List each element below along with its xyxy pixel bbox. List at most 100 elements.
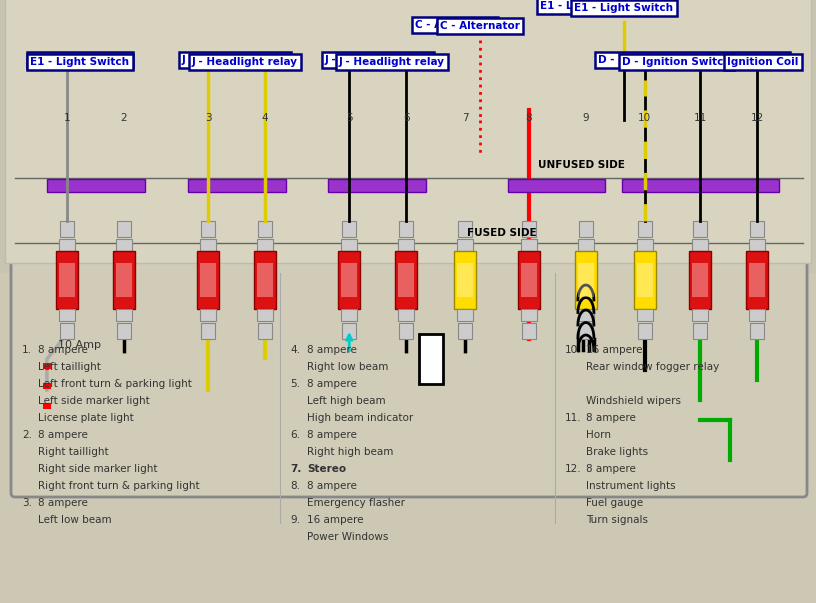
Bar — [419, 334, 443, 384]
Text: License plate light: License plate light — [38, 413, 134, 423]
Text: Emergency flasher: Emergency flasher — [307, 498, 405, 508]
FancyBboxPatch shape — [11, 249, 807, 497]
Bar — [328, 179, 426, 192]
Bar — [201, 323, 215, 339]
Text: 5: 5 — [346, 113, 353, 123]
Text: 8 ampere: 8 ampere — [586, 413, 636, 423]
Text: Left side marker light: Left side marker light — [38, 396, 150, 406]
Text: 2: 2 — [121, 113, 127, 123]
Text: Right taillight: Right taillight — [38, 447, 109, 457]
Text: 7: 7 — [462, 113, 468, 123]
Text: 9: 9 — [583, 113, 589, 123]
Text: 8 ampere: 8 ampere — [38, 498, 88, 508]
Bar — [200, 309, 216, 321]
Bar — [342, 323, 357, 339]
Bar — [60, 221, 74, 237]
Bar — [341, 309, 357, 321]
Text: Right front turn & parking light: Right front turn & parking light — [38, 481, 200, 491]
Text: J - Headlight relay: J - Headlight relay — [339, 57, 445, 67]
Bar — [399, 221, 414, 237]
Bar — [56, 251, 78, 309]
Text: Stereo: Stereo — [307, 464, 346, 474]
Bar — [60, 323, 74, 339]
Text: 3.: 3. — [22, 498, 32, 508]
Text: 8 ampere: 8 ampere — [307, 345, 357, 355]
Bar — [750, 323, 765, 339]
Text: 3: 3 — [205, 113, 211, 123]
Bar — [399, 323, 414, 339]
Text: 8 ampere: 8 ampere — [307, 430, 357, 440]
Bar — [458, 221, 472, 237]
Bar — [59, 309, 75, 321]
Bar — [634, 251, 655, 309]
Bar — [693, 221, 707, 237]
Text: 8 ampere: 8 ampere — [38, 345, 88, 355]
Text: 16 ampere: 16 ampere — [586, 345, 642, 355]
Bar — [521, 263, 537, 297]
Text: C - Alternator: C - Alternator — [415, 21, 495, 30]
Bar — [339, 251, 360, 309]
Text: D - Ignition Switch: D - Ignition Switch — [622, 57, 730, 67]
Text: C - Alternator: C - Alternator — [440, 21, 520, 31]
Bar — [578, 309, 594, 321]
Text: UNFUSED SIDE: UNFUSED SIDE — [538, 160, 625, 170]
Text: Right low beam: Right low beam — [307, 362, 388, 372]
Bar — [59, 263, 75, 297]
Text: High beam indicator: High beam indicator — [307, 413, 413, 423]
Bar — [455, 251, 476, 309]
Text: Brake lights: Brake lights — [586, 447, 648, 457]
Text: Right side marker light: Right side marker light — [38, 464, 157, 474]
Text: Horn: Horn — [586, 430, 611, 440]
Text: 8 ampere: 8 ampere — [38, 430, 88, 440]
Bar — [750, 221, 765, 237]
Bar — [636, 263, 653, 297]
Bar — [257, 239, 273, 251]
Text: Ignition Coil: Ignition Coil — [727, 57, 799, 67]
Text: 8 ampere: 8 ampere — [586, 464, 636, 474]
Bar — [749, 239, 765, 251]
Text: E1 - Light Switch: E1 - Light Switch — [574, 3, 673, 13]
Bar — [457, 309, 473, 321]
Bar — [508, 179, 605, 192]
Bar — [521, 221, 536, 237]
Text: Left taillight: Left taillight — [38, 362, 101, 372]
Text: 1: 1 — [64, 113, 70, 123]
Text: 6.: 6. — [290, 430, 300, 440]
Text: Right high beam: Right high beam — [307, 447, 393, 457]
Bar — [457, 239, 473, 251]
Text: 4: 4 — [262, 113, 268, 123]
Text: E1 - Light Switch: E1 - Light Switch — [30, 57, 130, 67]
Bar — [578, 239, 594, 251]
Bar — [521, 239, 537, 251]
Bar — [43, 403, 51, 409]
Bar — [637, 323, 652, 339]
Bar — [117, 323, 131, 339]
Text: 9.: 9. — [290, 515, 300, 525]
Bar — [398, 239, 415, 251]
Bar — [690, 251, 711, 309]
Text: 10: 10 — [638, 113, 651, 123]
Text: Left low beam: Left low beam — [38, 515, 112, 525]
Text: 8.: 8. — [290, 481, 300, 491]
Text: E1 - Light Switch: E1 - Light Switch — [539, 1, 639, 11]
Text: 10 Amp: 10 Amp — [59, 340, 101, 350]
Text: 12.: 12. — [565, 464, 582, 474]
Bar — [117, 221, 131, 237]
Text: J - Headlight relay: J - Headlight relay — [192, 57, 298, 67]
Bar — [116, 239, 132, 251]
Text: 2.: 2. — [22, 430, 32, 440]
Bar — [5, 0, 811, 263]
Text: 7.: 7. — [290, 464, 301, 474]
Bar — [636, 309, 653, 321]
Bar — [113, 251, 135, 309]
Text: 1.: 1. — [22, 345, 32, 355]
Bar — [518, 251, 539, 309]
Bar — [579, 221, 593, 237]
Bar — [201, 221, 215, 237]
Bar — [258, 221, 273, 237]
Bar — [692, 239, 708, 251]
Text: FUSED SIDE: FUSED SIDE — [467, 228, 537, 238]
Bar — [575, 251, 596, 309]
Text: Fuel gauge: Fuel gauge — [586, 498, 643, 508]
Text: Power Windows: Power Windows — [307, 532, 388, 542]
